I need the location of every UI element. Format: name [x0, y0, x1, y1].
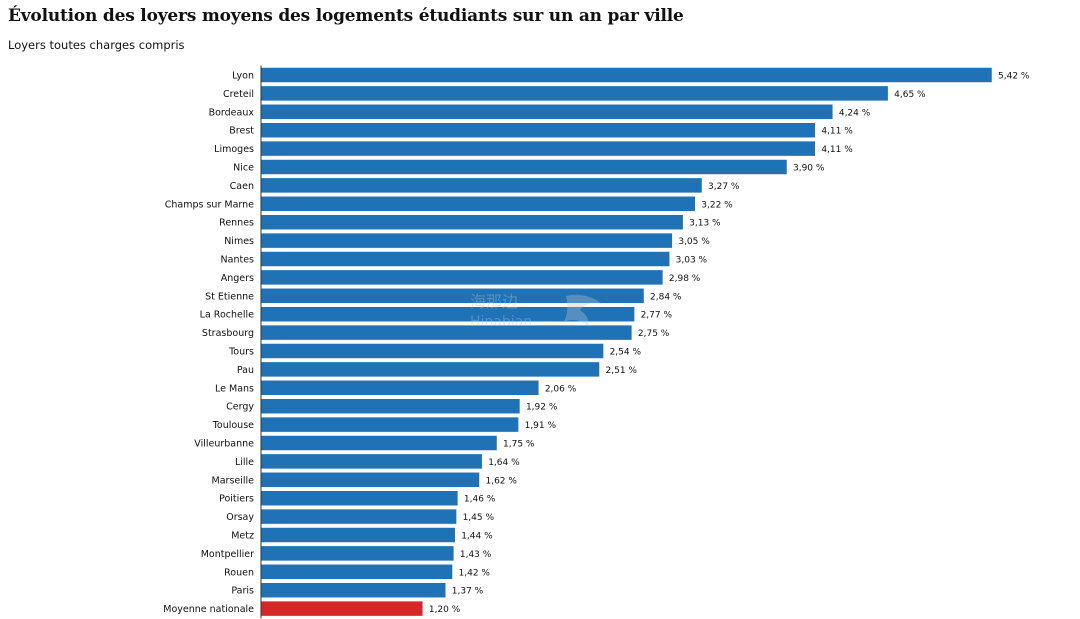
category-label: Nantes — [221, 255, 255, 266]
bar — [260, 527, 456, 543]
category-label: Bordeaux — [209, 107, 255, 118]
category-label: La Rochelle — [200, 310, 254, 321]
category-label: Villeurbanne — [194, 439, 254, 450]
value-label: 2,54 % — [610, 348, 642, 358]
value-label: 1,91 % — [525, 421, 557, 431]
bar — [260, 398, 521, 414]
category-label: Rouen — [224, 567, 254, 578]
bar — [260, 324, 633, 341]
category-label: Orsay — [226, 512, 254, 523]
category-label: Rennes — [219, 218, 254, 229]
bar — [260, 251, 670, 267]
bar — [260, 564, 453, 580]
value-label: 1,44 % — [461, 532, 493, 542]
category-label: Le Mans — [215, 383, 254, 394]
bar — [260, 490, 459, 506]
bar — [260, 472, 480, 488]
value-label: 3,13 % — [689, 219, 721, 229]
bar — [260, 453, 483, 470]
bar — [260, 416, 519, 433]
bar — [260, 140, 816, 157]
category-label: Creteil — [223, 89, 254, 100]
category-label: Angers — [221, 273, 254, 284]
bar — [260, 122, 816, 138]
category-label: Lille — [235, 457, 254, 468]
value-label: 2,84 % — [650, 292, 682, 302]
bar — [260, 196, 696, 212]
category-label: Paris — [231, 586, 254, 597]
bar — [260, 582, 447, 598]
value-label: 2,06 % — [545, 384, 577, 394]
value-label: 3,27 % — [708, 182, 740, 192]
value-label: 3,90 % — [793, 164, 825, 174]
bar — [260, 435, 498, 451]
category-label: Nimes — [224, 236, 254, 247]
chart-subtitle: Loyers toutes charges compris — [8, 38, 185, 52]
value-label: 1,46 % — [464, 495, 496, 505]
bar — [260, 343, 604, 359]
bar — [260, 67, 993, 83]
bar — [260, 545, 455, 562]
category-label: St Etienne — [205, 291, 254, 302]
bar — [260, 508, 457, 525]
category-label: Tours — [228, 347, 254, 358]
chart-title: Évolution des loyers moyens des logement… — [8, 6, 684, 26]
value-label: 3,03 % — [676, 256, 708, 266]
category-label: Lyon — [232, 71, 254, 82]
bar — [260, 214, 684, 230]
value-label: 1,43 % — [460, 550, 492, 560]
bar — [260, 269, 664, 286]
bar — [260, 232, 673, 249]
category-label: Poitiers — [219, 494, 254, 505]
category-label: Caen — [230, 181, 254, 192]
category-label: Marseille — [212, 475, 255, 486]
value-label: 3,05 % — [678, 237, 710, 247]
value-label: 2,77 % — [641, 311, 673, 321]
value-label: 3,22 % — [701, 200, 733, 210]
bar — [260, 288, 645, 304]
bar — [260, 159, 788, 175]
value-label: 5,42 % — [998, 72, 1030, 82]
bar — [260, 85, 889, 102]
value-label: 2,75 % — [638, 329, 670, 339]
value-label: 4,11 % — [821, 145, 853, 155]
value-label: 4,65 % — [894, 90, 926, 100]
value-label: 1,42 % — [459, 568, 491, 578]
value-label: 4,11 % — [821, 127, 853, 137]
bar — [260, 177, 703, 194]
category-label: Cergy — [226, 402, 254, 413]
category-label: Brest — [229, 126, 254, 137]
value-label: 1,64 % — [488, 458, 520, 468]
value-label: 1,45 % — [463, 513, 495, 523]
category-label: Strasbourg — [202, 328, 254, 339]
value-label: 2,98 % — [669, 274, 701, 284]
value-label: 1,20 % — [429, 605, 461, 615]
category-label: Nice — [233, 163, 254, 174]
value-label: 1,75 % — [503, 440, 535, 450]
value-label: 1,62 % — [485, 476, 517, 486]
category-label: Pau — [237, 365, 254, 376]
category-label: Limoges — [214, 144, 254, 155]
bar — [260, 306, 635, 322]
category-label: Champs sur Marne — [165, 199, 254, 210]
category-label: Montpellier — [201, 549, 254, 560]
bar — [260, 380, 540, 396]
value-label: 1,92 % — [526, 403, 558, 413]
category-label: Metz — [231, 531, 254, 542]
category-label: Moyenne nationale — [163, 604, 254, 615]
bar — [260, 104, 834, 120]
category-label: Toulouse — [212, 420, 254, 431]
bar — [260, 361, 600, 378]
value-label: 2,51 % — [606, 366, 638, 376]
value-label: 4,24 % — [839, 108, 871, 118]
bar-national-average — [260, 600, 424, 617]
value-label: 1,37 % — [452, 587, 484, 597]
